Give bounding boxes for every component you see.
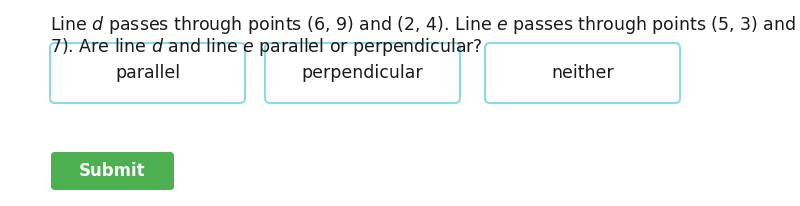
FancyBboxPatch shape [485,43,680,103]
Text: parallel: parallel [115,64,180,82]
FancyBboxPatch shape [51,152,174,190]
FancyBboxPatch shape [50,43,245,103]
Text: 7). Are line $d$ and line $e$ parallel or perpendicular?: 7). Are line $d$ and line $e$ parallel o… [50,36,483,58]
Text: Submit: Submit [79,162,146,180]
Text: neither: neither [551,64,614,82]
Text: Line $d$ passes through points (6, 9) and (2, 4). Line $e$ passes through points: Line $d$ passes through points (6, 9) an… [50,14,800,36]
Text: perpendicular: perpendicular [302,64,423,82]
FancyBboxPatch shape [265,43,460,103]
